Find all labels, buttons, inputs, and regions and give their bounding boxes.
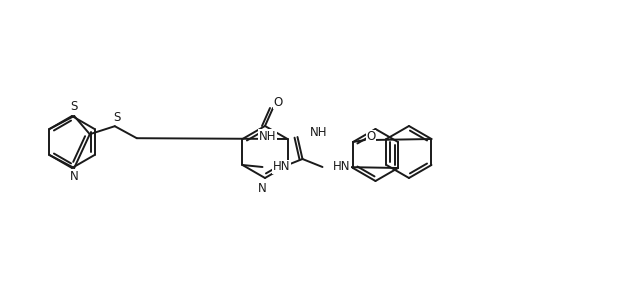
Text: O: O (366, 130, 376, 144)
Text: S: S (71, 101, 78, 113)
Text: HN: HN (272, 160, 290, 173)
Text: O: O (273, 95, 283, 108)
Text: NH: NH (309, 126, 327, 139)
Text: S: S (113, 111, 120, 124)
Text: NH: NH (259, 130, 276, 142)
Text: HN: HN (332, 160, 350, 173)
Text: N: N (258, 182, 267, 195)
Text: N: N (70, 171, 79, 184)
